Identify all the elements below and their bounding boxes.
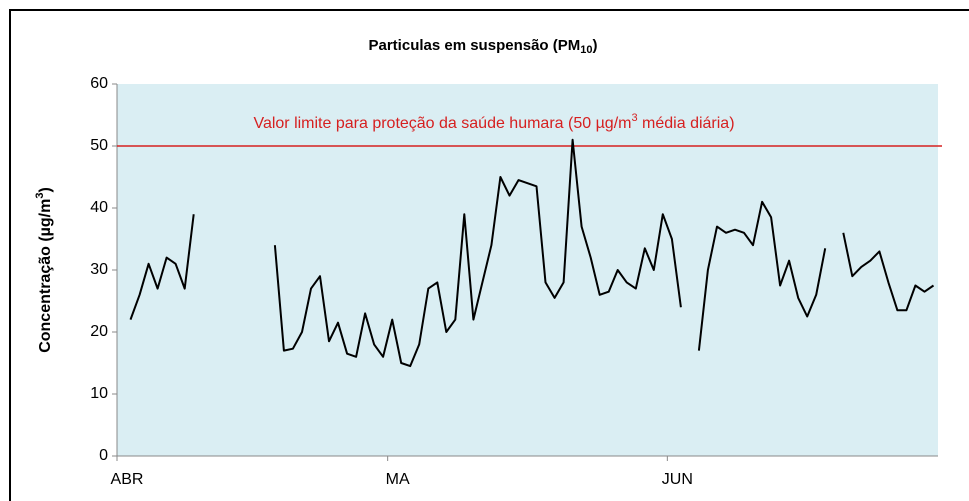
- y-tick-label: 40: [90, 199, 108, 216]
- y-axis-label-part: 3: [34, 193, 46, 199]
- y-tick-label: 0: [99, 447, 108, 464]
- limit-label-part: média diária): [638, 115, 735, 132]
- chart-title-part: Particulas em suspensão (PM: [369, 37, 581, 54]
- chart-title: Particulas em suspensão (PM10): [369, 37, 598, 56]
- chart-title-part: ): [593, 37, 598, 54]
- y-tick-label: 20: [90, 323, 108, 340]
- y-axis-label-part: Concentração (µg/m: [37, 199, 54, 353]
- limit-label-part: 3: [631, 112, 637, 124]
- data-line: [129, 138, 935, 368]
- x-tick-label: ABR: [111, 471, 144, 488]
- y-axis-label-part: ): [37, 187, 54, 192]
- y-tick-label: 10: [90, 385, 108, 402]
- y-tick-label: 30: [90, 261, 108, 278]
- chart-title-part: 10: [580, 44, 592, 56]
- y-axis-label: Concentração (µg/m3): [34, 187, 54, 353]
- x-tick-label: MA: [386, 471, 410, 488]
- plot-area: [117, 84, 938, 456]
- limit-label: Valor limite para proteção da saúde huma…: [253, 112, 734, 132]
- limit-label-part: Valor limite para proteção da saúde huma…: [253, 115, 631, 132]
- x-tick-label: JUN: [662, 471, 693, 488]
- y-tick-label: 60: [90, 75, 108, 92]
- y-tick-label: 50: [90, 137, 108, 154]
